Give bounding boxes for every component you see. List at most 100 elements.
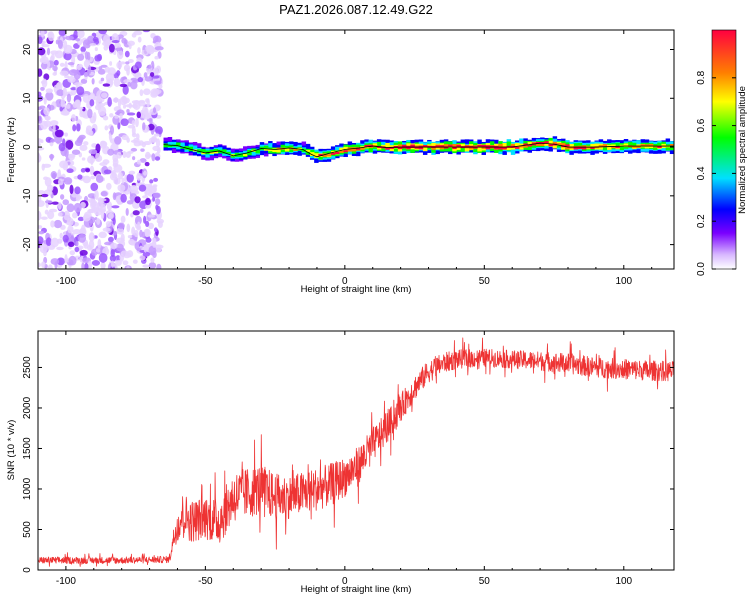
noise-blob (97, 238, 102, 249)
ridge-cell (498, 143, 503, 148)
noise-blob (83, 59, 91, 68)
noise-blob (153, 80, 162, 85)
noise-blob (126, 223, 131, 233)
noise-blob (38, 190, 46, 195)
ridge-cell (263, 148, 269, 151)
noise-blob (66, 153, 76, 159)
ridge-cell (619, 144, 625, 151)
noise-blob (157, 220, 163, 229)
ridge-cell (527, 141, 533, 146)
noise-blob (74, 246, 80, 253)
noise-blob (67, 241, 75, 248)
ridge-cell (335, 152, 340, 155)
noise-blob (120, 215, 126, 223)
noise-blob (95, 152, 101, 162)
noise-blob (85, 168, 91, 173)
ridge-cell (644, 144, 650, 147)
noise-blob (144, 204, 152, 209)
ridge-cell (184, 146, 189, 149)
noise-blob (57, 212, 63, 217)
ridge-cell (422, 145, 428, 148)
colorbar-tick-label: 0.0 (696, 262, 707, 276)
noise-blob (147, 123, 155, 131)
noise-blob (117, 122, 121, 130)
noise-blob (117, 184, 126, 192)
x-tick-label: -50 (198, 576, 213, 587)
noise-blob (151, 135, 157, 142)
noise-blob (136, 172, 142, 181)
noise-blob (107, 97, 112, 107)
ridge-cell (414, 146, 420, 149)
noise-blob (54, 129, 64, 138)
noise-blob (50, 237, 59, 248)
noise-blob (136, 247, 142, 252)
ridge-cell (356, 147, 361, 150)
noise-blob (93, 95, 98, 101)
ridge-cell (473, 146, 478, 149)
ridge-cell (552, 141, 558, 146)
noise-blob (74, 186, 81, 195)
noise-blob (143, 140, 152, 146)
noise-blob (94, 189, 99, 200)
noise-blob (104, 125, 109, 131)
noise-blob (143, 244, 148, 253)
noise-blob (142, 195, 149, 199)
ridge-cell (544, 141, 549, 144)
y-tick-label: 0 (22, 567, 33, 573)
noise-blob (87, 64, 92, 75)
noise-blob (100, 262, 106, 269)
noise-blob (57, 39, 63, 49)
noise-blob (133, 141, 142, 147)
ridge-cell (615, 146, 620, 149)
noise-blob (51, 201, 59, 205)
ridge-cell (581, 147, 587, 150)
noise-blob (112, 97, 120, 103)
noise-blob (122, 260, 129, 266)
noise-blob (137, 77, 144, 83)
noise-blob (113, 77, 121, 87)
y-tick-label: 2500 (22, 356, 33, 379)
x-tick-label: 0 (342, 576, 348, 587)
noise-blob (102, 227, 111, 232)
ridge-cell (523, 144, 528, 148)
noise-blob (38, 106, 43, 111)
noise-blob (92, 36, 99, 43)
ridge-cell (201, 152, 206, 155)
noise-blob (106, 201, 113, 211)
ridge-cell (280, 148, 286, 153)
noise-blob (103, 169, 112, 175)
noise-blob (97, 197, 103, 203)
noise-blob (139, 254, 146, 261)
noise-blob (149, 72, 155, 77)
ridge-cell (188, 149, 194, 152)
ridge-cell (632, 145, 637, 148)
noise-blob (43, 96, 47, 105)
ridge-cell (443, 146, 449, 149)
noise-blob (106, 182, 112, 190)
ridge-cell (418, 147, 424, 150)
noise-blob (50, 258, 60, 265)
y-tick-label: -10 (22, 188, 33, 203)
noise-blob (44, 115, 51, 121)
ridge-cell (397, 144, 403, 148)
x-tick-label: -100 (56, 276, 76, 287)
noise-blob (38, 225, 43, 229)
ridge-cell (205, 150, 210, 153)
spectrogram-frame (37, 29, 675, 270)
noise-blob (77, 106, 84, 110)
ridge-cell (372, 143, 378, 147)
colorbar-ticks: 0.0 0.2 0.4 0.6 0.8 (696, 70, 736, 276)
ridge-cell (309, 152, 315, 156)
noise-blob (122, 97, 130, 104)
noise-blob (80, 46, 86, 53)
noise-blob (40, 30, 45, 38)
noise-blob (100, 77, 105, 82)
noise-blob (153, 177, 159, 182)
noise-blob (155, 138, 161, 148)
noise-blob (117, 172, 123, 180)
ridge-cell (510, 144, 516, 148)
noise-blob (60, 98, 66, 108)
noise-blob (152, 88, 162, 95)
